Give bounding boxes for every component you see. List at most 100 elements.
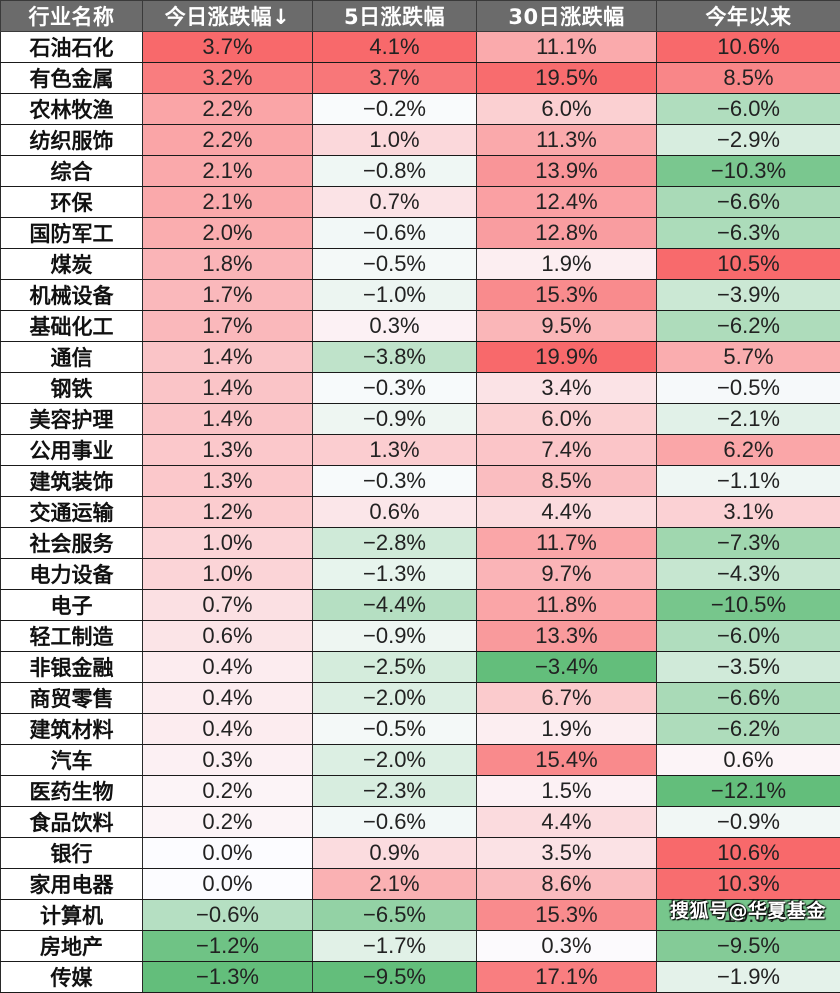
industry-name-cell: 医药生物: [1, 776, 143, 807]
ytd-change-cell: −6.6%: [657, 683, 840, 714]
thirty-day-change-cell: 15.3%: [477, 280, 657, 311]
today-change-cell: 0.2%: [143, 807, 313, 838]
industry-name-cell: 美容护理: [1, 404, 143, 435]
industry-name-cell: 纺织服饰: [1, 125, 143, 156]
thirty-day-change-cell: 11.8%: [477, 590, 657, 621]
today-change-cell: 2.0%: [143, 218, 313, 249]
ytd-change-cell: −7.3%: [657, 528, 840, 559]
ytd-change-cell: −1.9%: [657, 962, 840, 993]
header-today-change[interactable]: 今日涨跌幅↓: [143, 1, 313, 32]
five-day-change-cell: −0.8%: [313, 156, 477, 187]
ytd-change-cell: 6.2%: [657, 435, 840, 466]
ytd-change-cell: −0.5%: [657, 373, 840, 404]
today-change-cell: 1.8%: [143, 249, 313, 280]
ytd-change-cell: −6.2%: [657, 714, 840, 745]
watermark: 搜狐号@华夏基金: [670, 896, 826, 923]
thirty-day-change-cell: 17.1%: [477, 962, 657, 993]
header-row: 行业名称 今日涨跌幅↓ 5日涨跌幅 30日涨跌幅 今年以来: [1, 1, 840, 32]
five-day-change-cell: 0.3%: [313, 311, 477, 342]
thirty-day-change-cell: 11.7%: [477, 528, 657, 559]
ytd-change-cell: −0.9%: [657, 807, 840, 838]
header-ytd-change[interactable]: 今年以来: [657, 1, 840, 32]
industry-name-cell: 电子: [1, 590, 143, 621]
ytd-change-cell: −12.1%: [657, 776, 840, 807]
five-day-change-cell: 0.7%: [313, 187, 477, 218]
ytd-change-cell: −2.1%: [657, 404, 840, 435]
thirty-day-change-cell: 9.5%: [477, 311, 657, 342]
industry-name-cell: 钢铁: [1, 373, 143, 404]
today-change-cell: 1.4%: [143, 342, 313, 373]
industry-name-cell: 石油石化: [1, 32, 143, 63]
five-day-change-cell: −0.3%: [313, 373, 477, 404]
today-change-cell: 1.0%: [143, 559, 313, 590]
ytd-change-cell: −6.3%: [657, 218, 840, 249]
ytd-change-cell: −2.9%: [657, 125, 840, 156]
header-30day-change[interactable]: 30日涨跌幅: [477, 1, 657, 32]
today-change-cell: 2.2%: [143, 125, 313, 156]
thirty-day-change-cell: 4.4%: [477, 807, 657, 838]
today-change-cell: 1.4%: [143, 404, 313, 435]
five-day-change-cell: −2.0%: [313, 683, 477, 714]
today-change-cell: 0.7%: [143, 590, 313, 621]
today-change-cell: −1.3%: [143, 962, 313, 993]
thirty-day-change-cell: 13.3%: [477, 621, 657, 652]
today-change-cell: 1.0%: [143, 528, 313, 559]
today-change-cell: 0.0%: [143, 838, 313, 869]
thirty-day-change-cell: 13.9%: [477, 156, 657, 187]
today-change-cell: 0.3%: [143, 745, 313, 776]
industry-name-cell: 综合: [1, 156, 143, 187]
industry-name-cell: 环保: [1, 187, 143, 218]
thirty-day-change-cell: 15.4%: [477, 745, 657, 776]
thirty-day-change-cell: 19.9%: [477, 342, 657, 373]
thirty-day-change-cell: 15.3%: [477, 900, 657, 931]
ytd-change-cell: 5.7%: [657, 342, 840, 373]
five-day-change-cell: −0.5%: [313, 714, 477, 745]
ytd-change-cell: −10.3%: [657, 156, 840, 187]
today-change-cell: 3.2%: [143, 63, 313, 94]
industry-name-cell: 家用电器: [1, 869, 143, 900]
five-day-change-cell: −0.5%: [313, 249, 477, 280]
industry-name-cell: 银行: [1, 838, 143, 869]
five-day-change-cell: −1.0%: [313, 280, 477, 311]
table-row: 房地产−1.2%−1.7%0.3%−9.5%: [1, 931, 840, 962]
industry-name-cell: 通信: [1, 342, 143, 373]
header-industry[interactable]: 行业名称: [1, 1, 143, 32]
ytd-change-cell: 10.5%: [657, 249, 840, 280]
today-change-cell: 1.2%: [143, 497, 313, 528]
thirty-day-change-cell: 11.3%: [477, 125, 657, 156]
today-change-cell: −1.2%: [143, 931, 313, 962]
thirty-day-change-cell: 1.9%: [477, 714, 657, 745]
today-change-cell: −0.6%: [143, 900, 313, 931]
ytd-change-cell: −3.5%: [657, 652, 840, 683]
today-change-cell: 0.4%: [143, 683, 313, 714]
five-day-change-cell: 0.9%: [313, 838, 477, 869]
ytd-change-cell: −10.5%: [657, 590, 840, 621]
thirty-day-change-cell: 1.5%: [477, 776, 657, 807]
ytd-change-cell: −1.1%: [657, 466, 840, 497]
industry-name-cell: 有色金属: [1, 63, 143, 94]
thirty-day-change-cell: 12.8%: [477, 218, 657, 249]
industry-name-cell: 传媒: [1, 962, 143, 993]
five-day-change-cell: 1.3%: [313, 435, 477, 466]
today-change-cell: 2.1%: [143, 187, 313, 218]
header-5day-change[interactable]: 5日涨跌幅: [313, 1, 477, 32]
thirty-day-change-cell: 19.5%: [477, 63, 657, 94]
ytd-change-cell: −6.0%: [657, 94, 840, 125]
industry-name-cell: 公用事业: [1, 435, 143, 466]
ytd-change-cell: 10.6%: [657, 838, 840, 869]
